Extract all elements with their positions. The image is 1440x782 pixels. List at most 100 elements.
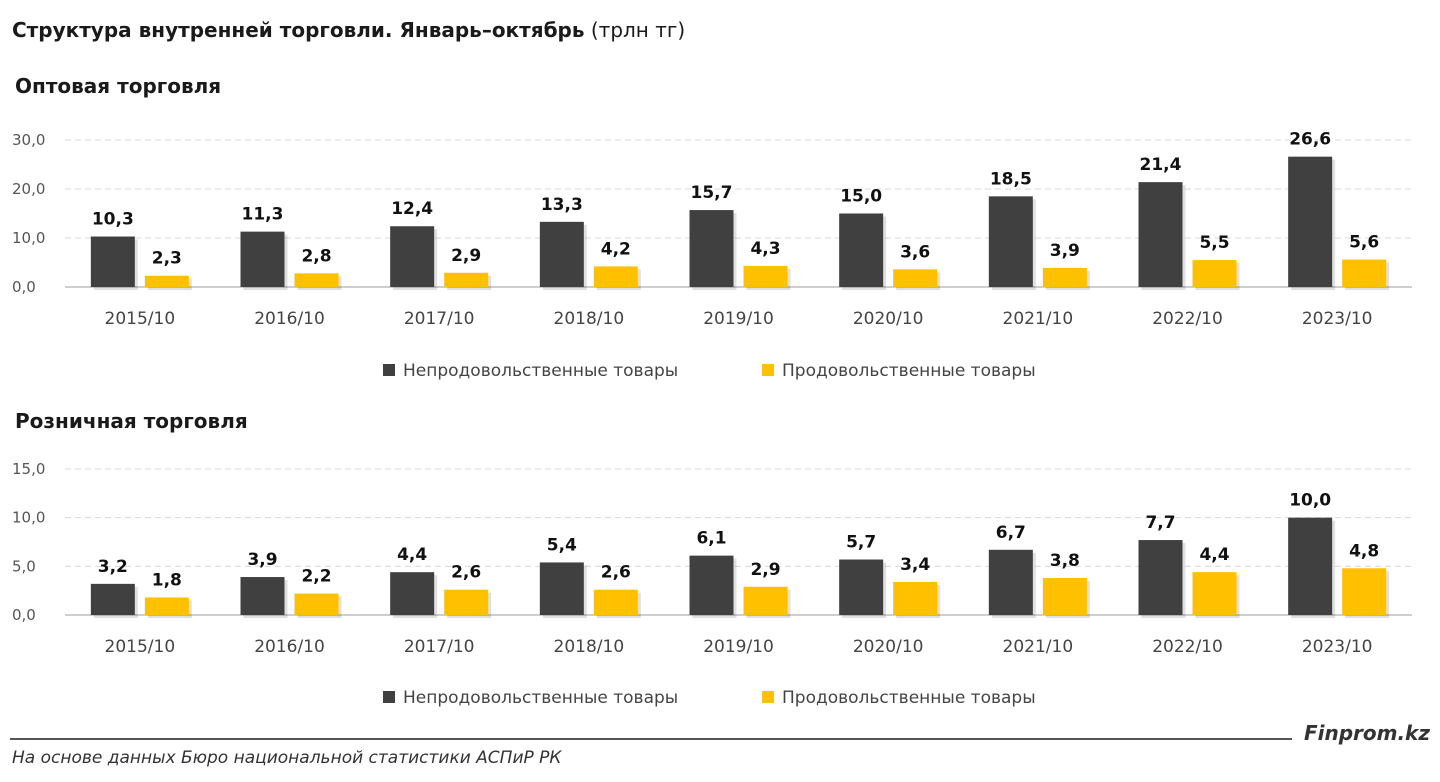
- bar-food: [1342, 259, 1387, 287]
- data-label-food: 3,8: [1050, 551, 1080, 571]
- data-label-food: 5,5: [1199, 233, 1229, 253]
- x-category-label: 2020/10: [853, 309, 924, 329]
- data-label-nonfood: 18,5: [990, 169, 1032, 189]
- y-tick-label: 10,0: [12, 229, 45, 247]
- data-label-food: 4,8: [1349, 541, 1379, 561]
- x-category-label: 2019/10: [703, 637, 774, 657]
- data-label-food: 2,2: [301, 567, 331, 587]
- legend-swatch-food: [762, 691, 774, 703]
- bar-nonfood: [839, 559, 884, 615]
- legend-label-nonfood: Непродовольственные товары: [403, 688, 678, 708]
- bar-nonfood: [240, 577, 285, 615]
- bar-food: [1042, 578, 1087, 615]
- legend-swatch-nonfood: [383, 691, 395, 703]
- data-label-food: 3,6: [900, 242, 930, 262]
- legend-swatch-nonfood: [383, 364, 395, 376]
- x-category-label: 2015/10: [105, 637, 176, 657]
- bar-nonfood: [90, 236, 135, 287]
- x-category-label: 2018/10: [554, 309, 625, 329]
- data-label-food: 3,9: [1050, 241, 1080, 261]
- legend-label-food: Продовольственные товары: [782, 688, 1036, 708]
- data-label-food: 2,9: [750, 560, 780, 580]
- bar-nonfood: [539, 221, 584, 287]
- data-label-nonfood: 12,4: [391, 199, 433, 219]
- y-tick-label: 20,0: [12, 180, 45, 198]
- bar-food: [444, 272, 489, 287]
- bar-nonfood: [1138, 182, 1183, 287]
- data-label-nonfood: 15,0: [840, 187, 882, 207]
- data-label-nonfood: 26,6: [1289, 130, 1331, 150]
- bar-nonfood: [988, 549, 1033, 615]
- bar-food: [1192, 572, 1237, 615]
- x-category-label: 2017/10: [404, 637, 475, 657]
- y-tick-label: 15,0: [12, 460, 45, 478]
- data-label-nonfood: 3,2: [98, 557, 128, 577]
- data-label-nonfood: 13,3: [541, 195, 583, 215]
- data-label-nonfood: 10,0: [1289, 491, 1331, 511]
- data-label-food: 2,6: [601, 563, 631, 583]
- x-category-label: 2018/10: [554, 637, 625, 657]
- y-tick-label: 5,0: [12, 557, 36, 575]
- bar-food: [294, 593, 339, 615]
- y-tick-label: 0,0: [12, 278, 36, 296]
- bar-food: [444, 589, 489, 615]
- bar-food: [144, 597, 189, 615]
- bar-nonfood: [689, 210, 734, 287]
- bar-nonfood: [240, 231, 285, 287]
- data-label-nonfood: 5,4: [547, 535, 577, 555]
- bar-nonfood: [390, 226, 435, 287]
- wholesale-chart-title: Оптовая торговля: [15, 74, 222, 98]
- bar-nonfood: [1288, 517, 1333, 615]
- bar-food: [893, 269, 938, 287]
- bar-nonfood: [839, 213, 884, 287]
- data-label-food: 2,3: [152, 249, 182, 269]
- data-label-nonfood: 5,7: [846, 533, 876, 553]
- data-label-food: 4,4: [1199, 545, 1229, 565]
- data-label-food: 2,9: [451, 246, 481, 266]
- x-category-label: 2016/10: [254, 637, 325, 657]
- bar-food: [1042, 267, 1087, 287]
- x-category-label: 2015/10: [105, 309, 176, 329]
- data-label-nonfood: 10,3: [92, 210, 134, 230]
- bar-nonfood: [1138, 540, 1183, 615]
- data-label-nonfood: 6,1: [696, 529, 726, 549]
- wholesale-chart: 0,0 10,0 20,0 30,0 10,3 2,3 2015/10 11,3 2,8 2016…: [12, 130, 1412, 381]
- data-label-food: 4,3: [750, 239, 780, 259]
- y-tick-label: 0,0: [12, 606, 36, 624]
- data-label-food: 3,4: [900, 555, 930, 575]
- x-category-label: 2020/10: [853, 637, 924, 657]
- bar-food: [593, 589, 638, 615]
- bar-nonfood: [1288, 156, 1333, 287]
- x-category-label: 2022/10: [1152, 637, 1223, 657]
- data-label-nonfood: 6,7: [996, 523, 1026, 543]
- footer-divider: [10, 738, 1292, 740]
- data-label-food: 5,6: [1349, 233, 1379, 253]
- bar-food: [893, 581, 938, 615]
- x-category-label: 2019/10: [703, 309, 774, 329]
- x-category-label: 2021/10: [1003, 637, 1074, 657]
- legend-label-nonfood: Непродовольственные товары: [403, 361, 678, 381]
- main-title-text: Структура внутренней торговли. Январь–ок…: [12, 18, 585, 42]
- x-category-label: 2023/10: [1302, 637, 1373, 657]
- x-category-label: 2022/10: [1152, 309, 1223, 329]
- retail-chart: 0,0 5,0 10,0 15,0 3,2 1,8 2015/10 3,9 2,2 2016/10…: [12, 460, 1412, 708]
- bar-food: [593, 266, 638, 287]
- bar-food: [1342, 568, 1387, 615]
- x-category-label: 2016/10: [254, 309, 325, 329]
- legend-swatch-food: [762, 364, 774, 376]
- data-label-nonfood: 7,7: [1145, 513, 1175, 533]
- data-label-nonfood: 21,4: [1140, 155, 1182, 175]
- legend-label-food: Продовольственные товары: [782, 361, 1036, 381]
- data-label-food: 4,2: [601, 239, 631, 259]
- data-label-nonfood: 15,7: [691, 183, 733, 203]
- bar-food: [294, 273, 339, 287]
- data-label-nonfood: 3,9: [247, 550, 277, 570]
- data-label-food: 2,6: [451, 563, 481, 583]
- bar-nonfood: [90, 583, 135, 615]
- y-tick-label: 30,0: [12, 131, 45, 149]
- data-label-nonfood: 4,4: [397, 545, 427, 565]
- source-note: На основе данных Бюро национальной стати…: [12, 748, 562, 768]
- brand-logo: Finprom.kz: [1303, 721, 1430, 745]
- data-label-food: 2,8: [301, 246, 331, 266]
- bar-food: [743, 586, 788, 615]
